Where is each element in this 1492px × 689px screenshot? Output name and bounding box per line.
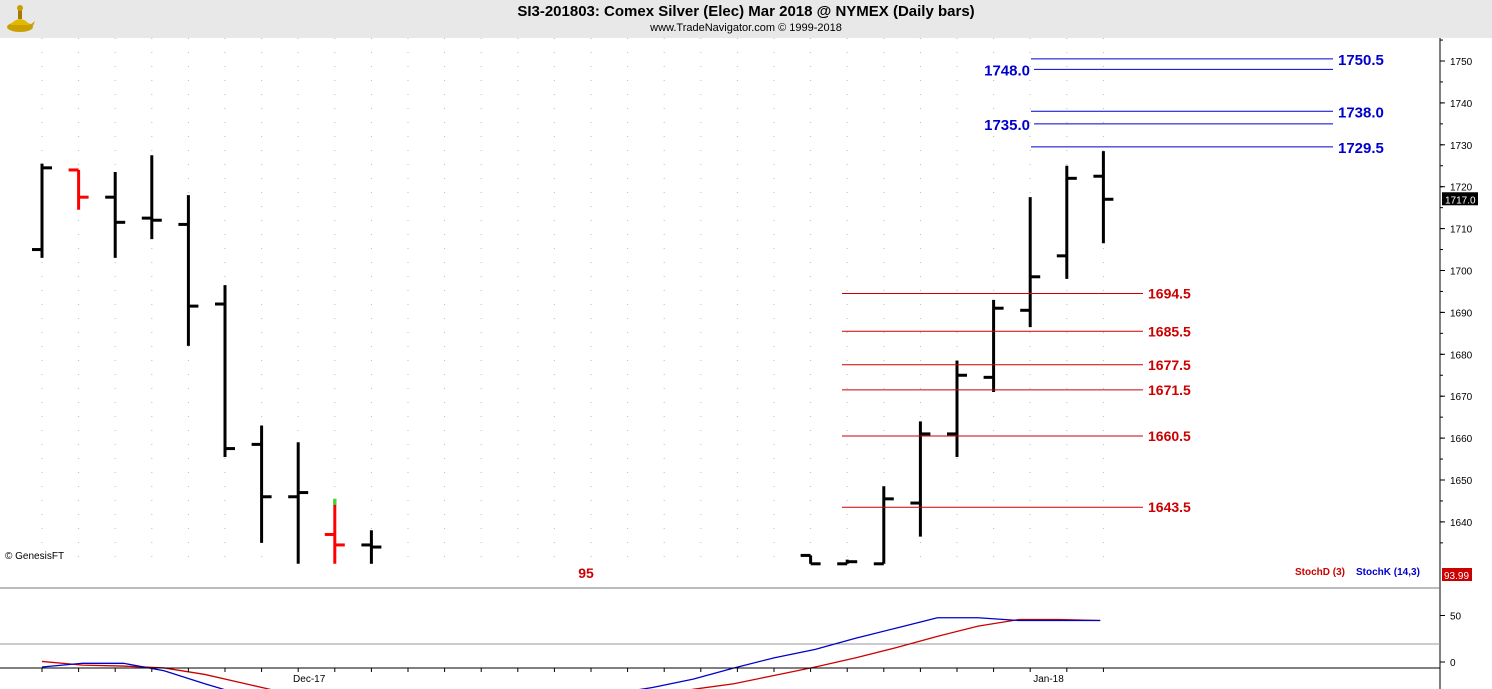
- genie-lamp-logo-icon: [7, 5, 35, 32]
- stoch-tick-label: 50: [1450, 612, 1462, 623]
- resistance-label: 1750.5: [1338, 52, 1384, 69]
- price-tick-label: 1690: [1450, 308, 1473, 319]
- support-label: 1694.5: [1148, 286, 1191, 302]
- stoch-last-label: 93.99: [1444, 571, 1469, 582]
- x-tick-label: Jan-18: [1033, 674, 1064, 685]
- support-label: 1660.5: [1148, 428, 1191, 444]
- price-bars: [32, 151, 1114, 566]
- last-price-badge: [1442, 192, 1478, 206]
- price-tick-label: 1660: [1450, 434, 1473, 445]
- copyright-label: © GenesisFT: [5, 551, 64, 562]
- stoch-k-line: [41, 617, 1101, 689]
- last-price-label: 1717.0: [1445, 195, 1476, 206]
- support-label: 1685.5: [1148, 323, 1191, 339]
- stoch-d-line: [41, 618, 1101, 689]
- legend-stoch-d: StochD (3): [1295, 567, 1345, 578]
- price-tick-label: 1670: [1450, 392, 1473, 403]
- price-tick-label: 1650: [1450, 476, 1473, 487]
- price-tick-label: 1730: [1450, 141, 1473, 152]
- support-label: 1677.5: [1148, 357, 1191, 373]
- resistance-label: 1735.0: [984, 117, 1030, 134]
- resistance-lines: 1750.5 1748.0 1738.0 1735.0 1729.5: [984, 52, 1384, 157]
- stochastic-panel: 0 50 StochD (3) StochK (14,3) 93.99: [0, 567, 1472, 689]
- price-axis: 1640 1650 1660 1670 1680 1690 1700 1710 1720 1730…: [1440, 39, 1478, 544]
- chart-area: 1694.5 1685.5 1677.5 1671.5 1660.5 1643.5 175…: [0, 38, 1478, 689]
- date-axis: Dec-17 Jan-18: [0, 667, 1440, 685]
- price-tick-label: 1740: [1450, 99, 1473, 110]
- support-lines: 1694.5 1685.5 1677.5 1671.5 1660.5 1643.5: [842, 286, 1191, 515]
- chart-header: SI3-201803: Comex Silver (Elec) Mar 2018…: [0, 0, 1492, 38]
- price-tick-label: 1720: [1450, 183, 1473, 194]
- stoch-last-badge: [1442, 568, 1472, 581]
- resistance-label: 1738.0: [1338, 104, 1384, 121]
- price-tick-label: 1750: [1450, 57, 1473, 68]
- price-tick-label: 1710: [1450, 225, 1473, 236]
- annotation-label: 95: [578, 565, 594, 581]
- chart-title: SI3-201803: Comex Silver (Elec) Mar 2018…: [517, 3, 975, 20]
- resistance-label: 1748.0: [984, 62, 1030, 79]
- stoch-tick-label: 0: [1450, 658, 1456, 669]
- chart-subtitle: www.TradeNavigator.com © 1999-2018: [650, 22, 842, 34]
- price-tick-label: 1700: [1450, 267, 1473, 278]
- support-label: 1643.5: [1148, 499, 1191, 515]
- price-tick-label: 1640: [1450, 518, 1473, 529]
- resistance-label: 1729.5: [1338, 140, 1384, 157]
- legend-stoch-k: StochK (14,3): [1356, 567, 1420, 578]
- price-tick-label: 1680: [1450, 350, 1473, 361]
- x-tick-label: Dec-17: [293, 674, 326, 685]
- support-label: 1671.5: [1148, 382, 1191, 398]
